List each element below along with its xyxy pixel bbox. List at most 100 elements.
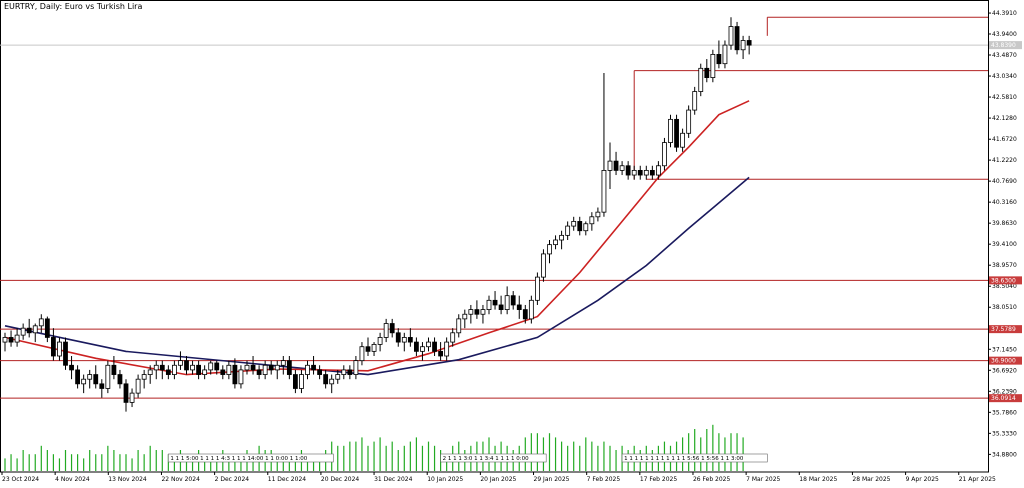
level-price-tag: [989, 276, 1022, 285]
y-tick-label: 38.5040: [992, 283, 1017, 290]
candle-body: [480, 309, 486, 315]
level-price-tag-label: 37.5789: [991, 326, 1016, 333]
bid-price-tag: [989, 41, 1022, 50]
x-tick-label: 22 Nov 2024: [161, 476, 200, 483]
candle-body: [335, 374, 341, 380]
candle-body: [153, 364, 159, 371]
level-price-tag-label: 38.6300: [991, 277, 1016, 284]
candle-body: [147, 369, 153, 375]
session-marker-box: [440, 453, 547, 463]
candle-body: [329, 378, 335, 385]
candle-body: [559, 234, 564, 241]
candle-body: [674, 118, 679, 148]
candle-body: [528, 299, 534, 320]
candle-body: [220, 369, 226, 375]
candle-body: [595, 211, 601, 218]
x-tick-label: 21 Apr 2025: [959, 476, 996, 483]
candle-body: [75, 369, 80, 385]
y-tick-label: 36.6920: [992, 367, 1017, 374]
candle-body: [117, 374, 123, 385]
candle-body: [710, 54, 716, 79]
candle-body: [196, 364, 202, 375]
y-tick-label: 37.1450: [992, 346, 1017, 353]
candle-body: [383, 323, 389, 338]
y-tick-label: 38.0510: [992, 304, 1017, 311]
candle-body: [371, 343, 377, 352]
candle-body: [8, 337, 14, 343]
candle-body: [178, 360, 183, 366]
candle-body: [601, 169, 607, 213]
candle-body: [20, 327, 26, 336]
candle-body: [14, 334, 20, 343]
candle-body: [474, 309, 480, 315]
x-tick-label: 29 Jan 2025: [534, 476, 570, 483]
candle-body: [746, 40, 752, 46]
candle-body: [722, 44, 728, 65]
y-tick-label: 43.4870: [992, 52, 1017, 59]
candle-body: [299, 374, 304, 389]
candle-body: [389, 323, 395, 334]
x-tick-label: 23 Oct 2024: [2, 476, 39, 483]
candle-body: [51, 337, 56, 357]
candle-body: [171, 364, 177, 375]
candle-body: [377, 337, 383, 345]
candle-body: [492, 299, 498, 306]
candle-body: [2, 337, 8, 343]
plot-frame: [0, 0, 989, 473]
bid-price-tag-label: 43.8390: [991, 42, 1016, 49]
candle-body: [111, 364, 117, 375]
x-tick-label: 13 Nov 2024: [108, 476, 147, 483]
candle-body: [365, 346, 371, 352]
x-tick-label: 20 Dec 2024: [321, 476, 360, 483]
candle-body: [740, 40, 746, 51]
candle-body: [93, 374, 99, 385]
candle-body: [589, 216, 595, 225]
candle-body: [643, 169, 649, 176]
candle-body: [99, 383, 105, 389]
x-tick-label: 11 Dec 2024: [268, 476, 307, 483]
candle-body: [69, 364, 74, 371]
y-tick-label: 42.1280: [992, 115, 1017, 122]
candle-body: [305, 364, 310, 375]
candle-body: [680, 132, 685, 148]
candle-body: [202, 369, 208, 375]
candle-body: [141, 374, 147, 380]
level-price-tag: [989, 356, 1022, 365]
candle-body: [541, 253, 546, 278]
candle-body: [262, 364, 268, 375]
x-tick-label: 20 Jan 2025: [480, 476, 516, 483]
x-tick-label: 10 Jan 2025: [427, 476, 463, 483]
candle-body: [516, 304, 522, 310]
level-price-tag: [989, 394, 1022, 403]
session-marker-label: 2 1 1 1 3:0 1 1 3:4 1 1 1 1 0:00: [443, 456, 530, 462]
candle-body: [438, 350, 444, 357]
candle-body: [38, 318, 44, 327]
candle-body: [274, 364, 280, 371]
candle-body: [631, 169, 637, 176]
y-tick-label: 34.8800: [992, 451, 1017, 458]
session-marker-box: [168, 453, 334, 463]
candle-body: [292, 374, 298, 389]
candle-body: [105, 364, 111, 389]
candle-body: [619, 165, 625, 171]
candle-body: [444, 341, 450, 357]
candle-body: [407, 337, 413, 343]
candle-body: [184, 360, 189, 371]
candle-body: [456, 318, 462, 334]
candle-body: [250, 364, 256, 371]
candle-body: [395, 332, 401, 343]
candle-body: [698, 67, 704, 92]
candle-body: [734, 26, 740, 51]
candle-body: [613, 160, 619, 171]
candle-body: [57, 341, 62, 357]
y-tick-label: 39.4100: [992, 241, 1017, 248]
candle-body: [432, 341, 437, 352]
fast-moving-average-line: [4, 100, 750, 376]
candle-body: [165, 369, 171, 375]
candle-body: [280, 360, 286, 366]
candle-body: [317, 369, 323, 375]
y-tick-label: 44.3910: [992, 10, 1017, 17]
candle-body: [637, 169, 643, 176]
candle-body: [238, 369, 244, 385]
candle-body: [63, 341, 68, 366]
